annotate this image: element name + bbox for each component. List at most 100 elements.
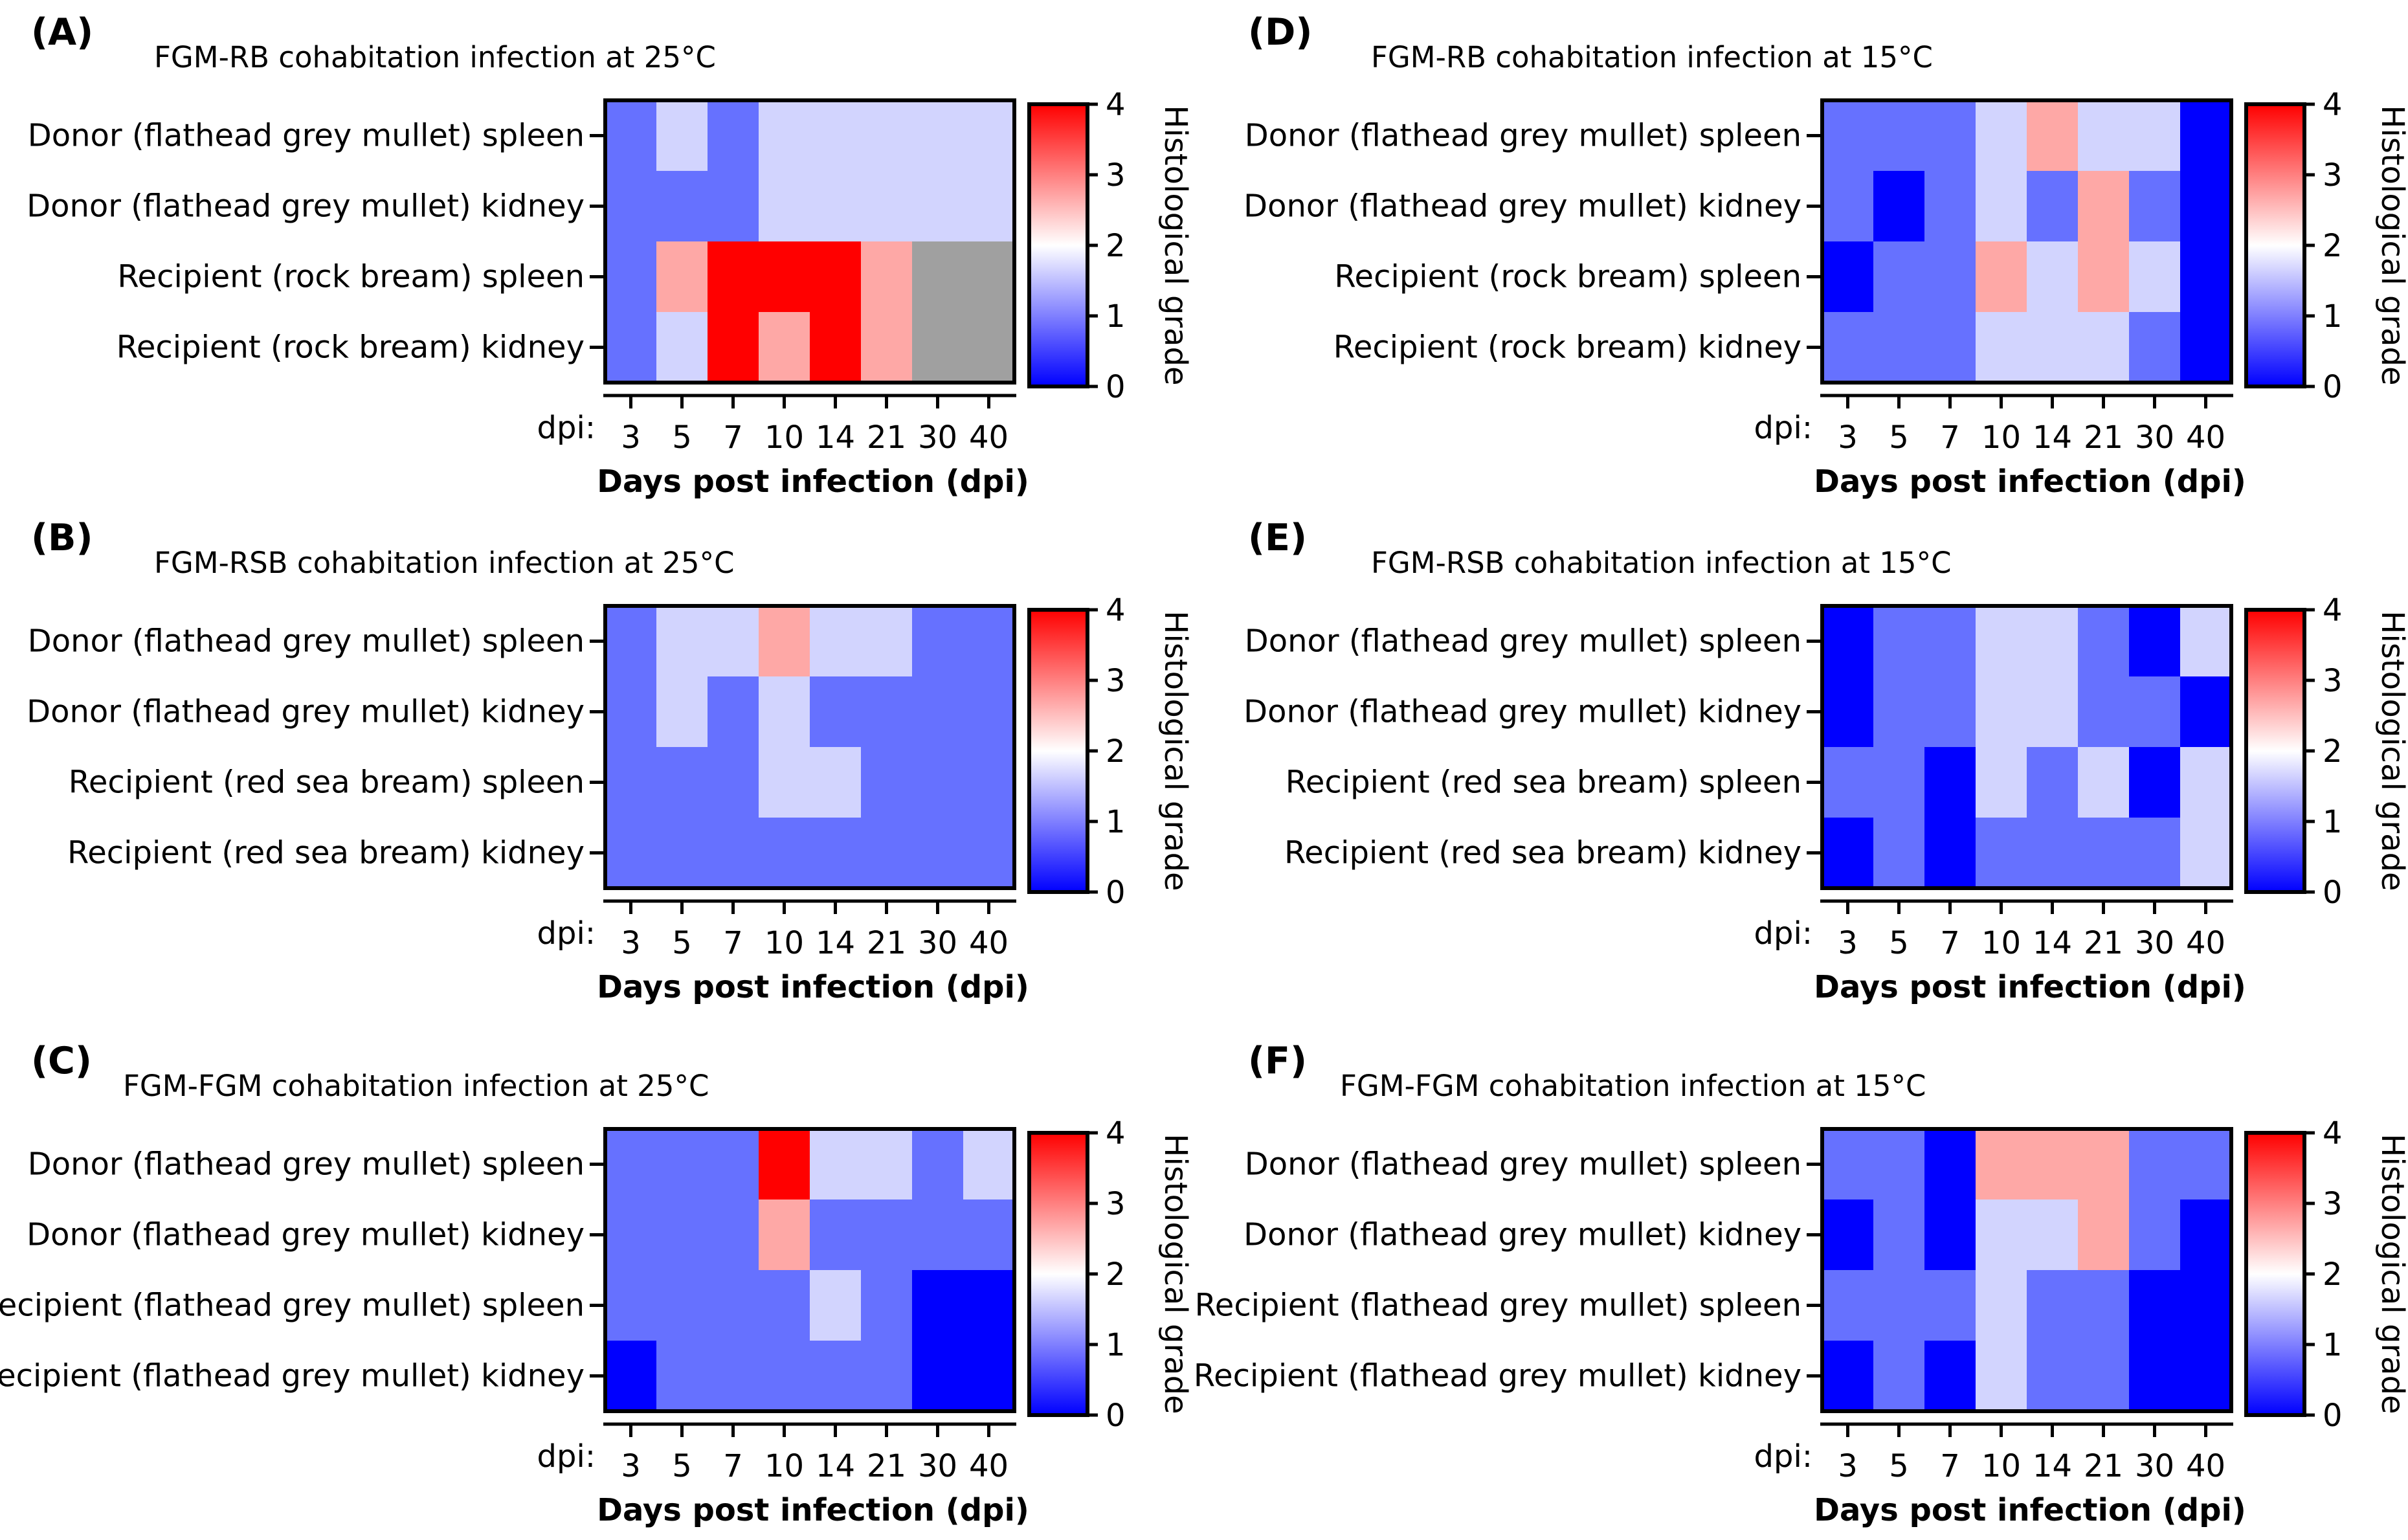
x-tick-label: 14: [2033, 1448, 2072, 1484]
row-label: Recipient (flathead grey mullet) kidney: [1194, 1358, 1801, 1394]
heatmap-panel-a: (A) FGM-RB cohabitation infection at 25°C…: [27, 11, 1194, 500]
row-label: Recipient (flathead grey mullet) kidney: [0, 1358, 585, 1394]
heatmap-cell: [2129, 171, 2181, 242]
heatmap-cell: [1873, 1270, 1925, 1341]
x-axis-title: Days post infection (dpi): [1814, 1492, 2246, 1528]
heatmap-cell: [605, 818, 657, 889]
panel-title: FGM-RB cohabitation infection at 25°C: [154, 40, 716, 74]
x-tick-label: 40: [2186, 925, 2225, 961]
heatmap-cell: [759, 312, 810, 383]
heatmap-cell: [861, 1129, 913, 1200]
heatmap-frame: [603, 98, 1016, 385]
heatmap-cell: [708, 676, 759, 748]
dpi-prefix: dpi:: [1754, 1438, 1812, 1475]
x-axis-title: Days post infection (dpi): [597, 969, 1029, 1005]
heatmap-cell: [1873, 1200, 1925, 1271]
heatmap-cell: [963, 100, 1015, 172]
heatmap-cell: [1976, 747, 2027, 818]
colorbar-tick-label: 4: [2323, 87, 2343, 123]
heatmap-cell: [759, 241, 810, 313]
heatmap-cell: [656, 1270, 708, 1341]
heatmap-cell: [963, 1270, 1015, 1341]
x-tick-label: 3: [1838, 419, 1858, 456]
heatmap-cell: [810, 241, 862, 313]
row-label: Recipient (flathead grey mullet) spleen: [0, 1288, 585, 1324]
heatmap-cell: [1822, 100, 1874, 172]
heatmap-cell: [759, 1270, 810, 1341]
heatmap-cell: [963, 171, 1015, 242]
heatmap-cell: [1976, 818, 2027, 889]
heatmap-cell: [2180, 747, 2232, 818]
colorbar: [1029, 610, 1087, 892]
heatmap-cell: [2078, 1129, 2130, 1200]
x-tick-label: 10: [764, 419, 804, 456]
heatmap-cell: [605, 312, 657, 383]
heatmap-cell: [2129, 818, 2181, 889]
colorbar: [1029, 104, 1087, 386]
colorbar-title: Histological grade: [1157, 1133, 1194, 1414]
heatmap-cell: [1822, 1129, 1874, 1200]
colorbar-tick-label: 0: [1106, 875, 1126, 911]
heatmap-cell: [2027, 1200, 2079, 1271]
heatmap-cell: [912, 312, 964, 383]
x-axis-title: Days post infection (dpi): [1814, 463, 2246, 500]
heatmap-cell: [1924, 676, 1976, 748]
heatmap-cell: [2180, 676, 2232, 748]
x-tick-label: 21: [867, 1448, 906, 1484]
heatmap-cell: [656, 241, 708, 313]
colorbar-tick-label: 3: [2323, 157, 2343, 194]
heatmap-cell: [2027, 606, 2079, 677]
heatmap-panel-b: (B) FGM-RSB cohabitation infection at 25°…: [27, 517, 1194, 1005]
row-label: Recipient (rock bream) spleen: [1334, 259, 1801, 295]
colorbar-tick-label: 1: [1106, 1327, 1126, 1363]
panel-letter: (B): [31, 517, 93, 559]
colorbar-tick-label: 3: [1106, 663, 1126, 699]
heatmap-cell: [861, 606, 913, 677]
heatmap-cell: [810, 1341, 862, 1412]
heatmap-cell: [2078, 818, 2130, 889]
heatmap-cell: [1924, 312, 1976, 383]
row-label: Donor (flathead grey mullet) spleen: [1245, 118, 1801, 154]
heatmap-cell: [2180, 1200, 2232, 1271]
panel-letter: (A): [31, 11, 93, 54]
x-tick-label: 21: [867, 925, 906, 961]
heatmap-cell: [605, 100, 657, 172]
colorbar-tick-label: 3: [2323, 1186, 2343, 1222]
x-axis-title: Days post infection (dpi): [597, 1492, 1029, 1528]
heatmap-cell: [1822, 1270, 1874, 1341]
heatmap-cell: [605, 1341, 657, 1412]
heatmap-cell: [2129, 1341, 2181, 1412]
heatmap-cell: [2078, 606, 2130, 677]
row-label: Donor (flathead grey mullet) kidney: [27, 188, 585, 225]
heatmap-cell: [2027, 1270, 2079, 1341]
x-tick-label: 3: [621, 925, 641, 961]
colorbar-tick-label: 2: [2323, 733, 2343, 770]
x-tick-label: 30: [918, 1448, 957, 1484]
heatmap-cell: [656, 1129, 708, 1200]
heatmap-cell: [1873, 171, 1925, 242]
x-tick-label: 21: [867, 419, 906, 456]
heatmap-cell: [2129, 747, 2181, 818]
heatmap-cell: [656, 1200, 708, 1271]
heatmap-cell: [1924, 171, 1976, 242]
x-tick-label: 14: [816, 419, 855, 456]
heatmap-cell: [2027, 818, 2079, 889]
x-tick-label: 10: [1981, 419, 2021, 456]
heatmap-cell: [1822, 747, 1874, 818]
colorbar-tick-label: 2: [2323, 228, 2343, 264]
row-label: Recipient (rock bream) spleen: [117, 259, 585, 295]
heatmap-cell: [759, 1341, 810, 1412]
heatmap-cell: [963, 1129, 1015, 1200]
heatmap-cell: [759, 818, 810, 889]
colorbar-tick-label: 1: [2323, 804, 2343, 840]
heatmap-cell: [1873, 1341, 1925, 1412]
x-tick-label: 40: [969, 925, 1009, 961]
heatmap-cell: [2078, 241, 2130, 313]
colorbar-tick-label: 0: [2323, 369, 2343, 405]
heatmap-cell: [708, 606, 759, 677]
heatmap-cell: [2180, 171, 2232, 242]
heatmap-cell: [1976, 606, 2027, 677]
x-tick-label: 3: [621, 1448, 641, 1484]
heatmap-cell: [2129, 676, 2181, 748]
heatmap-cell: [2027, 171, 2079, 242]
